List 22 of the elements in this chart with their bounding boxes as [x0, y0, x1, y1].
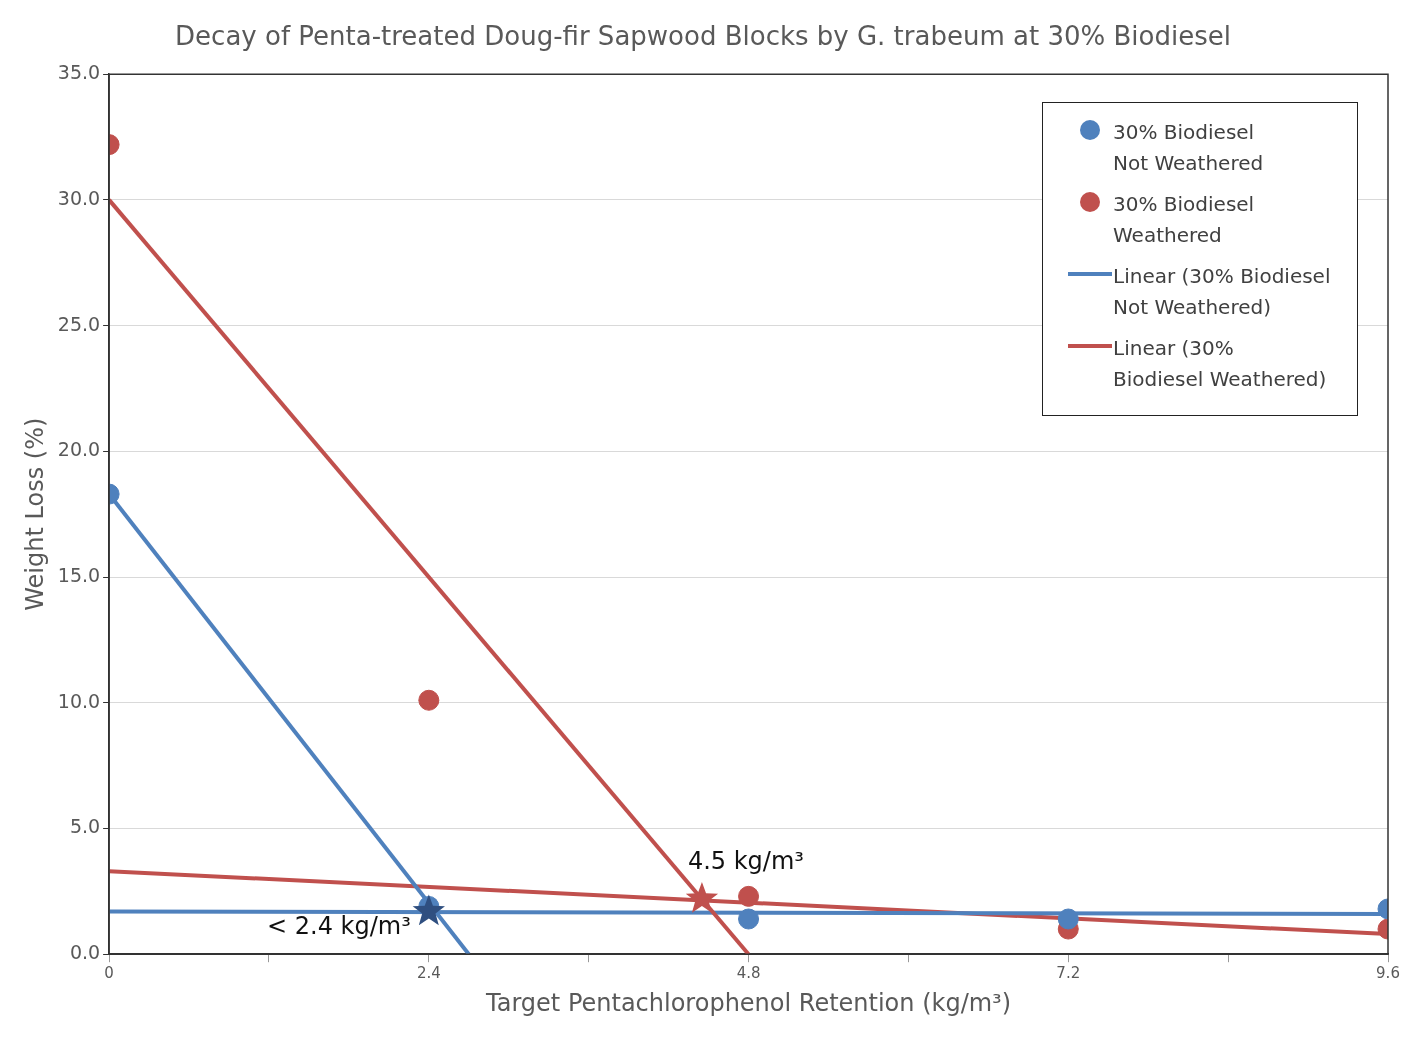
- legend-label: Linear (30% Biodiesel Not Weathered): [1113, 263, 1332, 322]
- y-tick-label: 30.0: [57, 186, 101, 209]
- legend-label: 30% Biodiesel Weathered: [1113, 191, 1256, 250]
- annotation: < 2.4 kg/m³: [267, 911, 411, 940]
- y-tick-label: 5.0: [69, 815, 101, 838]
- y-tick-label: 15.0: [57, 563, 101, 586]
- y-tick-label: 0.0: [69, 941, 101, 964]
- x-tick-label: 0: [104, 964, 114, 983]
- y-tick-label: 10.0: [57, 689, 101, 712]
- x-tick-label: 4.8: [736, 964, 761, 983]
- y-tick-label: 20.0: [57, 438, 101, 461]
- x-tick-label: 7.2: [1056, 964, 1081, 983]
- legend-label: 30% Biodiesel Not Weathered: [1113, 119, 1265, 178]
- y-tick-label: 35.0: [57, 61, 101, 84]
- chart-title: Decay of Penta-treated Doug-fir Sapwood Blocks by G. trabeum at 30% Biodiesel: [175, 21, 1231, 52]
- y-tick-label: 25.0: [57, 312, 101, 335]
- x-axis-title: Target Pentachlorophenol Retention (kg/m³): [485, 988, 1012, 1017]
- y-axis-title: Weight Loss (%): [20, 417, 49, 611]
- x-tick-label: 9.6: [1376, 964, 1400, 983]
- x-tick-label: 2.4: [416, 964, 441, 983]
- legend-label: Linear (30% Biodiesel Weathered): [1113, 335, 1328, 394]
- annotation: 4.5 kg/m³: [687, 847, 804, 876]
